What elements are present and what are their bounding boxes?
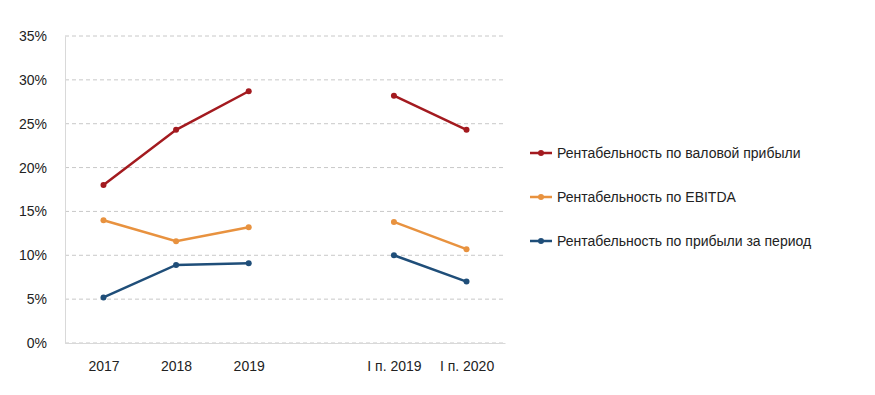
x-tick-label: 2018 — [161, 358, 192, 374]
legend-marker — [538, 238, 544, 244]
series-point — [246, 224, 252, 230]
x-tick-label: I п. 2020 — [440, 358, 494, 374]
y-tick: 35% — [19, 28, 65, 44]
y-tick: 20% — [19, 160, 65, 176]
grid-line — [65, 255, 505, 256]
legend-label: Рентабельность по EBITDA — [557, 189, 737, 205]
grid-line — [65, 211, 505, 212]
y-tick-label: 25% — [19, 116, 47, 132]
series-point — [391, 252, 397, 258]
series-point — [173, 127, 179, 133]
y-tick: 0% — [27, 335, 65, 351]
y-tick-label: 0% — [27, 335, 47, 351]
y-tick-label: 10% — [19, 247, 47, 263]
y-tick-label: 30% — [19, 72, 47, 88]
series-point — [464, 279, 470, 285]
grid-line — [65, 343, 505, 344]
y-tick: 15% — [19, 203, 65, 219]
x-tick: I п. 2020 — [440, 343, 494, 374]
y-tick-label: 20% — [19, 160, 47, 176]
legend-label: Рентабельность по прибыли за период — [557, 233, 811, 249]
series-point — [464, 127, 470, 133]
x-axis-line — [66, 343, 506, 344]
series-point — [173, 262, 179, 268]
x-tick: 2018 — [161, 343, 192, 374]
x-tick: 2017 — [88, 343, 119, 374]
grid-line — [65, 123, 505, 124]
series-point — [100, 182, 106, 188]
x-tick-label: 2017 — [88, 358, 119, 374]
plot-area — [100, 88, 469, 300]
y-axis: 0% 5% 10% 15% 20% 25% 30% 35% — [19, 28, 66, 351]
grid-line — [65, 79, 505, 80]
grid-line — [65, 167, 505, 168]
series-point — [246, 260, 252, 266]
x-tick: I п. 2019 — [367, 343, 421, 374]
series-line — [103, 255, 466, 297]
series-point — [100, 217, 106, 223]
x-tick: 2019 — [234, 343, 265, 374]
legend-label: Рентабельность по валовой прибыли — [557, 145, 801, 161]
series-point — [464, 246, 470, 252]
x-tick-label: 2019 — [234, 358, 265, 374]
y-tick: 30% — [19, 72, 65, 88]
series-point — [100, 294, 106, 300]
grid-line — [65, 299, 505, 300]
chart: 0% 5% 10% 15% 20% 25% 30% 35% 2017 2018 2019 I п. 2… — [0, 0, 875, 395]
x-axis: 2017 2018 2019 I п. 2019 I п. 2020 — [66, 343, 506, 374]
y-tick: 5% — [27, 291, 65, 307]
series-line — [103, 91, 466, 185]
y-axis-line — [65, 37, 66, 344]
y-tick-label: 5% — [27, 291, 47, 307]
y-tick: 10% — [19, 247, 65, 263]
series-point — [391, 93, 397, 99]
series-line — [103, 220, 466, 249]
grid — [65, 36, 505, 343]
x-tick-label: I п. 2019 — [367, 358, 421, 374]
series-point — [173, 238, 179, 244]
y-tick: 25% — [19, 116, 65, 132]
legend-marker — [538, 150, 544, 156]
legend: Рентабельность по валовой прибыли Рентабе… — [530, 145, 811, 249]
legend-marker — [538, 194, 544, 200]
series-point — [246, 88, 252, 94]
grid-line — [65, 36, 505, 37]
series-point — [391, 219, 397, 225]
y-tick-label: 15% — [19, 203, 47, 219]
y-tick-label: 35% — [19, 28, 47, 44]
